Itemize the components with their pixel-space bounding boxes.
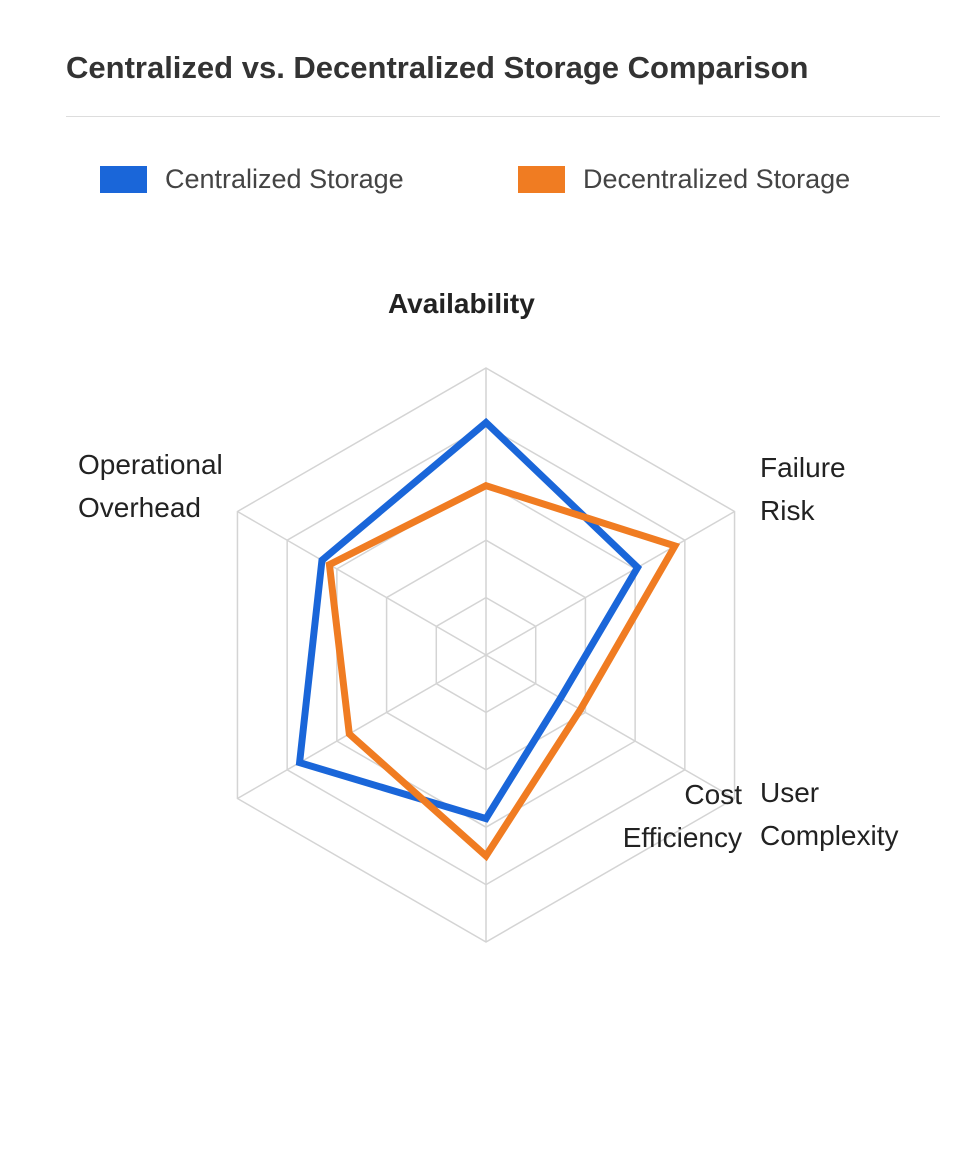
category-label: Operational Overhead <box>78 449 223 523</box>
category-label: User Complexity <box>760 777 899 851</box>
legend-item: Decentralized Storage <box>518 164 850 195</box>
series-line <box>295 417 643 823</box>
category-label: Failure Risk <box>760 452 846 526</box>
axis-spoke <box>485 510 735 656</box>
series-line <box>325 481 681 862</box>
axis-spoke <box>237 654 487 800</box>
axis-spoke <box>237 510 487 656</box>
legend-swatch <box>100 166 147 193</box>
axis-spoke <box>485 654 735 800</box>
legend-label: Decentralized Storage <box>583 164 851 194</box>
legend-item: Centralized Storage <box>100 164 404 195</box>
chart-title: Centralized vs. Decentralized Storage Co… <box>66 50 809 85</box>
legend-label: Centralized Storage <box>165 164 404 194</box>
category-label: Cost Efficiency <box>622 779 743 853</box>
category-label: Availability <box>388 288 535 319</box>
divider <box>66 116 940 117</box>
legend-swatch <box>518 166 565 193</box>
